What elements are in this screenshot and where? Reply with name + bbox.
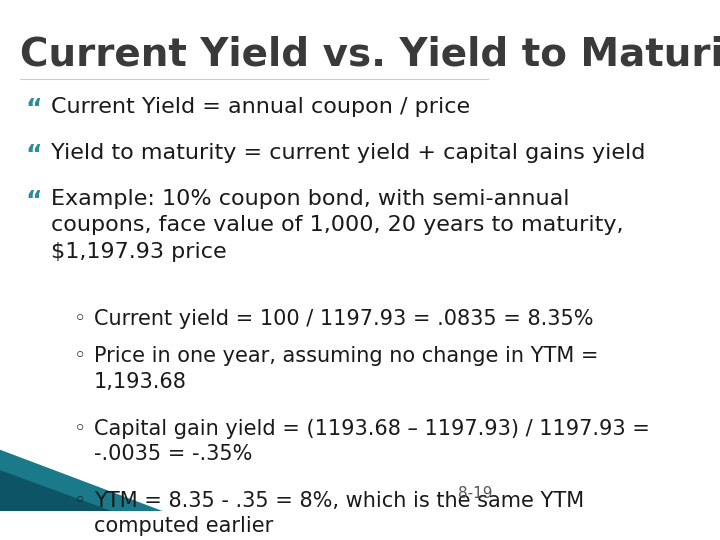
Text: 8-19: 8-19 — [459, 486, 492, 501]
Text: Yield to maturity = current yield + capital gains yield: Yield to maturity = current yield + capi… — [51, 143, 645, 163]
Text: ◦: ◦ — [73, 347, 86, 367]
Text: Current Yield vs. Yield to Maturity: Current Yield vs. Yield to Maturity — [20, 36, 720, 74]
Polygon shape — [0, 470, 112, 511]
Text: ◦: ◦ — [73, 491, 86, 511]
Text: “: “ — [25, 97, 42, 121]
Text: “: “ — [25, 143, 42, 167]
Polygon shape — [0, 450, 163, 511]
Text: Current Yield = annual coupon / price: Current Yield = annual coupon / price — [51, 97, 470, 117]
Text: Current yield = 100 / 1197.93 = .0835 = 8.35%: Current yield = 100 / 1197.93 = .0835 = … — [94, 309, 593, 329]
Text: ◦: ◦ — [73, 309, 86, 329]
Text: Example: 10% coupon bond, with semi-annual
coupons, face value of 1,000, 20 year: Example: 10% coupon bond, with semi-annu… — [51, 189, 624, 262]
Text: Capital gain yield = (1193.68 – 1197.93) / 1197.93 =
-.0035 = -.35%: Capital gain yield = (1193.68 – 1197.93)… — [94, 418, 650, 464]
Text: YTM = 8.35 - .35 = 8%, which is the same YTM
computed earlier: YTM = 8.35 - .35 = 8%, which is the same… — [94, 491, 584, 536]
Text: ◦: ◦ — [73, 418, 86, 438]
Text: Price in one year, assuming no change in YTM =
1,193.68: Price in one year, assuming no change in… — [94, 347, 598, 392]
Text: “: “ — [25, 189, 42, 213]
